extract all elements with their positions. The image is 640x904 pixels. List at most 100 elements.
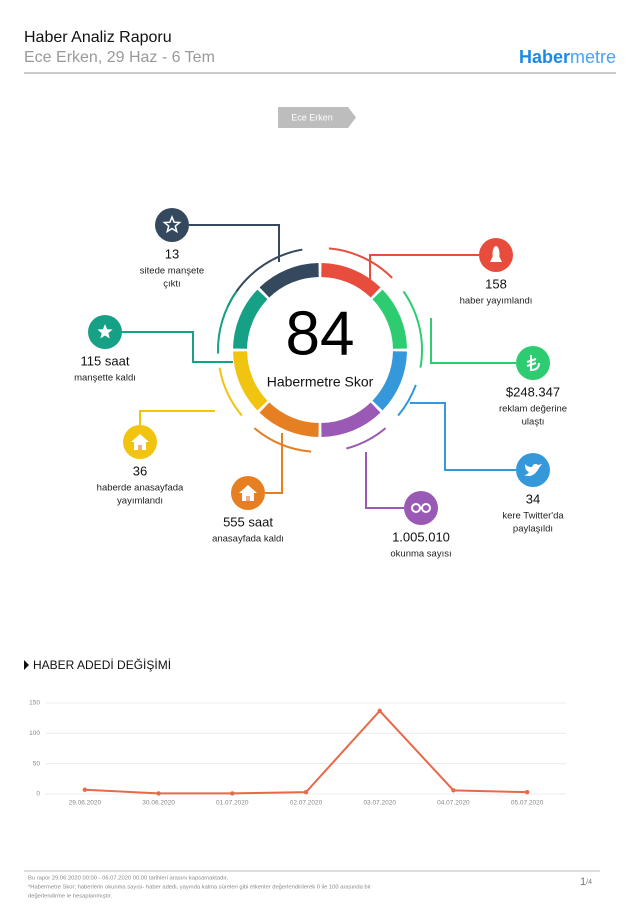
- brand-logo: Habermetre: [519, 47, 616, 67]
- stat-label: anasayfada kaldı: [212, 534, 284, 545]
- ring-segment: [321, 263, 381, 298]
- stat-label: yayımlandı: [117, 496, 163, 507]
- y-tick-label: 50: [33, 760, 41, 767]
- outer-arc: [346, 427, 387, 450]
- section-title: HABER ADEDİ DEĞİŞİMİ: [33, 657, 171, 672]
- connector: [410, 402, 516, 471]
- y-tick-label: 150: [29, 700, 40, 707]
- ring-segment: [233, 289, 268, 349]
- footer-note: Bu rapor 29.06.2020 00:00 - 06.07.2020 0…: [28, 876, 229, 882]
- data-point: [303, 789, 309, 795]
- score-label: Habermetre Skor: [267, 374, 374, 390]
- report-subtitle: Ece Erken, 29 Haz - 6 Tem: [24, 49, 215, 66]
- y-tick-label: 100: [29, 730, 40, 737]
- stat-label: haberde anasayfada: [97, 483, 184, 494]
- data-point: [82, 787, 88, 792]
- score-value: 84: [286, 299, 355, 368]
- stat: 115 saat manşette kaldı: [74, 289, 268, 384]
- ring-segment: [321, 402, 381, 437]
- stat: 158 haber yayımlandı: [321, 238, 532, 307]
- stat-value: 13: [165, 246, 179, 261]
- icon-glyph: [524, 463, 542, 477]
- connector: [122, 331, 233, 363]
- icon-glyph: [246, 496, 250, 501]
- icon-glyph: [131, 434, 149, 442]
- connector: [430, 318, 516, 364]
- icon-glyph: [239, 485, 257, 493]
- outer-arc: [253, 427, 312, 453]
- ring-segment: [372, 351, 407, 411]
- outer-arc: [218, 367, 243, 417]
- connector: [365, 452, 404, 509]
- connector: [139, 410, 215, 425]
- connector: [265, 433, 283, 494]
- x-tick-label: 30.06.2020: [142, 800, 175, 807]
- stat-value: 34: [526, 491, 540, 506]
- stat: 13 sitede manşete çıktı: [140, 208, 319, 308]
- icon-glyph: [138, 445, 142, 450]
- stat-value: $248.347: [506, 384, 560, 399]
- page-total: /4: [586, 879, 592, 886]
- connector: [189, 224, 280, 262]
- ring-segment: [372, 289, 407, 349]
- x-tick-label: 04.07.2020: [437, 800, 470, 807]
- brand-bold: Haber: [519, 47, 570, 67]
- report-title: Haber Analiz Raporu: [24, 29, 172, 46]
- footer: Bu rapor 29.06.2020 00:00 - 06.07.2020 0…: [28, 876, 371, 900]
- stat-label: reklam değerine: [499, 404, 567, 415]
- tag-text: Ece Erken: [291, 112, 333, 122]
- stat-value: 555 saat: [223, 514, 273, 529]
- stat-label: okunma sayısı: [390, 549, 451, 560]
- ring-segment: [259, 263, 319, 298]
- data-point: [156, 791, 161, 796]
- footer-note: *Habermetre Skor; haberlerin okunma sayı…: [28, 885, 371, 891]
- x-tick-label: 01.07.2020: [216, 800, 249, 807]
- icon-glyph: [97, 324, 113, 339]
- series-line: [84, 709, 528, 795]
- stat-label: ulaştı: [522, 417, 545, 428]
- connector: [369, 254, 479, 283]
- stat-icon: [155, 208, 189, 242]
- stat: 1.005.010 okunma sayısı: [321, 402, 452, 560]
- stat: 34 kere Twitter'da paylaşıldı: [372, 351, 564, 535]
- infographic: 13 sitede manşete çıktı 158 haber yayımlandı…: [74, 208, 567, 560]
- stat-value: 36: [133, 463, 147, 478]
- outer-arc: [217, 290, 238, 354]
- stat-value: 158: [485, 276, 507, 291]
- x-tick-label: 02.07.2020: [290, 800, 323, 807]
- data-point: [230, 791, 235, 796]
- data-point: [377, 708, 382, 714]
- stat-label: paylaşıldı: [513, 524, 553, 535]
- section-marker: [24, 660, 29, 670]
- tag-badge: [278, 107, 356, 128]
- stat: $248.347 reklam değerine ulaştı: [372, 289, 567, 428]
- outer-arc: [328, 247, 393, 279]
- stat: 36 haberde anasayfada yayımlandı: [97, 351, 268, 507]
- x-tick-label: 03.07.2020: [363, 800, 396, 807]
- data-point: [524, 789, 530, 795]
- stat-label: çıktı: [163, 279, 180, 290]
- icon-glyph: [526, 355, 540, 372]
- stat-value: 1.005.010: [392, 529, 450, 544]
- y-tick-label: 0: [36, 791, 40, 798]
- x-tick-label: 05.07.2020: [511, 800, 544, 807]
- stat-value: 115 saat: [81, 353, 130, 368]
- brand-light: metre: [570, 47, 616, 67]
- x-tick-label: 29.06.2020: [69, 800, 102, 807]
- page-current: 1: [580, 876, 586, 888]
- ring-segment: [259, 402, 319, 437]
- icon-glyph: [490, 256, 502, 262]
- page-number: 1/4: [580, 876, 592, 888]
- stat-label: manşette kaldı: [74, 373, 136, 384]
- icon-glyph: [162, 214, 182, 234]
- stat-label: kere Twitter'da: [502, 511, 564, 522]
- stat-label: haber yayımlandı: [460, 296, 533, 307]
- line-chart: 0 50 100 150 29.06.2020 30.06.2020 01.07.2020 0…: [29, 700, 566, 807]
- outer-arc: [397, 384, 417, 417]
- stat-label: sitede manşete: [140, 266, 204, 277]
- outer-arc: [402, 290, 423, 368]
- footer-note: değerlendirme ie hesaplanmıştır.: [28, 894, 112, 900]
- stat: 555 saat anasayfada kaldı: [212, 402, 319, 545]
- data-point: [451, 788, 456, 793]
